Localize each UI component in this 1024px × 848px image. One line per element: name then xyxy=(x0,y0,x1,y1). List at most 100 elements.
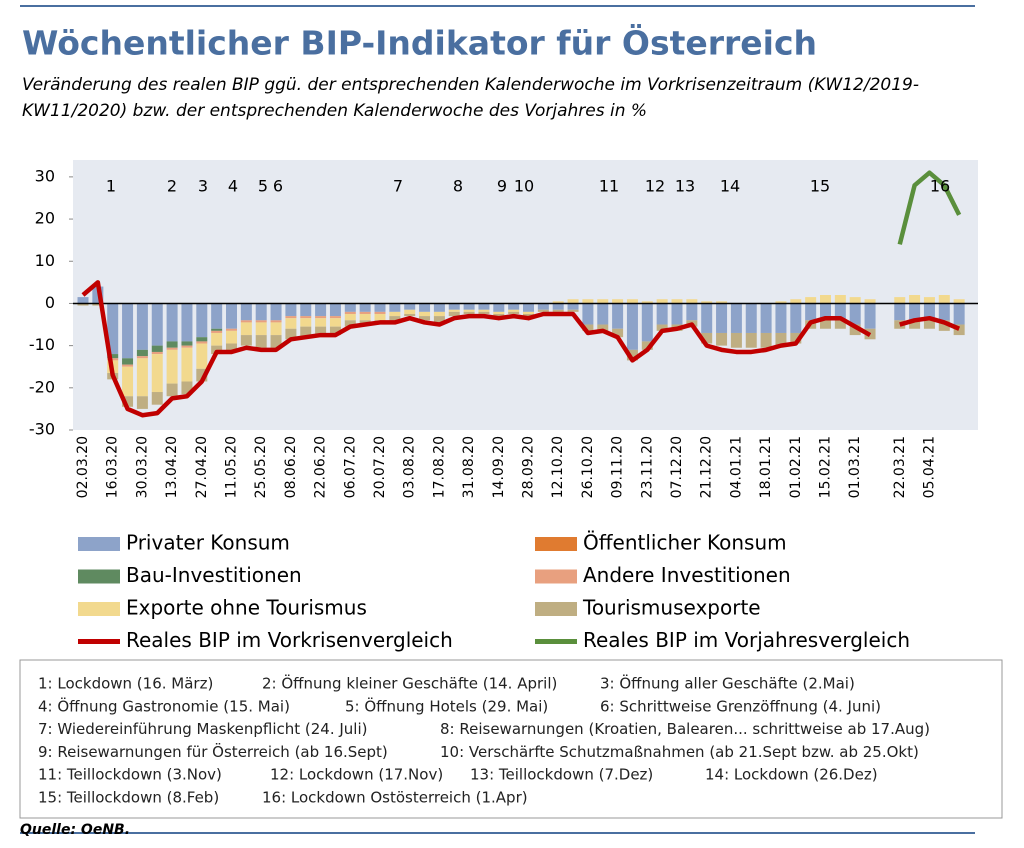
bar-segment xyxy=(849,303,861,325)
bar-segment xyxy=(671,299,683,304)
event-number: 2 xyxy=(167,177,177,196)
legend-label: Reales BIP im Vorjahresvergleich xyxy=(583,628,910,652)
event-number: 4 xyxy=(228,177,238,196)
bar-segment xyxy=(122,396,134,407)
x-tick-label: 12.10.20 xyxy=(550,436,566,498)
legend-swatch xyxy=(78,537,120,551)
bar-segment xyxy=(196,337,208,342)
subtitle: KW11/2020) bzw. der entsprechenden Kalen… xyxy=(22,101,647,121)
bar-segment xyxy=(107,358,119,361)
bar-segment xyxy=(374,303,386,312)
bar-segment xyxy=(701,332,713,344)
note: 5: Öffnung Hotels (29. Mai) xyxy=(345,696,548,715)
bar-segment xyxy=(820,303,831,321)
x-tick-label: 05.04.21 xyxy=(921,436,937,498)
x-tick-label: 21.12.20 xyxy=(699,436,715,498)
bar-segment xyxy=(834,295,846,304)
x-tick-label: 16.03.20 xyxy=(105,436,121,498)
bar-segment xyxy=(493,313,505,317)
bar-segment xyxy=(196,303,208,338)
bar-segment xyxy=(226,330,237,344)
bar-segment xyxy=(181,347,193,382)
x-tick-label: 04.01.21 xyxy=(728,436,744,498)
bar-segment xyxy=(894,303,906,321)
event-number: 6 xyxy=(273,177,283,196)
x-tick-label: 06.07.20 xyxy=(342,436,358,498)
bar-segment xyxy=(612,303,624,329)
bar-segment xyxy=(389,311,401,317)
bar-segment xyxy=(151,303,163,346)
bar-segment xyxy=(567,309,579,312)
event-number: 3 xyxy=(198,177,208,196)
bar-segment xyxy=(255,320,267,323)
event-number: 10 xyxy=(514,177,534,196)
bar-segment xyxy=(166,349,178,384)
bar-segment xyxy=(226,328,237,331)
bar-segment xyxy=(151,354,163,393)
bar-segment xyxy=(433,316,445,323)
bar-segment xyxy=(493,311,505,314)
bar-segment xyxy=(567,303,579,310)
bar-segment xyxy=(938,303,950,321)
x-tick-label: 17.08.20 xyxy=(431,436,447,498)
bar-segment xyxy=(730,303,742,333)
bar-segment xyxy=(359,311,371,314)
bar-segment xyxy=(834,320,846,329)
legend-swatch xyxy=(78,602,120,616)
note: 6: Schrittweise Grenzöffnung (4. Juni) xyxy=(600,697,881,715)
legend-label: Exporte ohne Tourismus xyxy=(126,596,367,620)
bar-segment xyxy=(166,341,178,348)
bar-segment xyxy=(745,303,757,333)
bar-segment xyxy=(285,316,297,319)
x-tick-label: 28.09.20 xyxy=(521,436,537,498)
bar-segment xyxy=(448,303,460,310)
bar-segment xyxy=(701,301,713,304)
bar-segment xyxy=(716,303,728,333)
line xyxy=(81,280,961,418)
bar-segment xyxy=(790,303,802,333)
bar-segment xyxy=(433,311,445,317)
x-tick-label: 15.02.21 xyxy=(818,436,834,498)
note: 1: Lockdown (16. März) xyxy=(38,675,213,693)
event-number: 11 xyxy=(599,177,619,196)
bar-segment xyxy=(597,303,609,325)
bar-segment xyxy=(790,299,802,304)
event-number: 9 xyxy=(497,177,507,196)
bar-segment xyxy=(523,311,534,314)
bar-segment xyxy=(255,335,267,348)
y-tick-label: 20 xyxy=(35,209,55,228)
note: 12: Lockdown (17.Nov) xyxy=(270,766,443,784)
note: 2: Öffnung kleiner Geschäfte (14. April) xyxy=(262,674,557,693)
x-tick-label: 11.05.20 xyxy=(224,436,240,498)
y-tick-label: 0 xyxy=(45,293,55,312)
bar-segment xyxy=(923,297,935,304)
bar-segment xyxy=(953,324,965,336)
x-tick-label: 26.10.20 xyxy=(580,436,596,498)
source: Quelle: OeNB. xyxy=(20,822,130,838)
bar-segment xyxy=(255,322,267,336)
bar-segment xyxy=(196,368,208,382)
bar-segment xyxy=(938,320,950,331)
x-tick-label: 31.08.20 xyxy=(461,436,477,498)
legend-label: Öffentlicher Konsum xyxy=(583,531,787,555)
y-tick-label: 30 xyxy=(35,166,55,185)
bar-segment xyxy=(136,303,148,350)
bar-segment xyxy=(508,309,520,312)
bar-segment xyxy=(329,318,341,327)
bar-segment xyxy=(151,345,163,352)
notes-box xyxy=(19,659,1003,819)
event-number: 12 xyxy=(645,177,665,196)
y-tick-label: -20 xyxy=(29,377,55,396)
bar-segment xyxy=(537,309,549,312)
bar-segment xyxy=(463,309,475,312)
bar-segment xyxy=(300,318,312,327)
bar-segment xyxy=(493,303,505,312)
legend-label: Bau-Investitionen xyxy=(126,563,302,587)
bar-segment xyxy=(166,383,178,397)
bar-segment xyxy=(122,358,134,365)
bar-segment xyxy=(923,320,935,329)
bar-segment xyxy=(107,354,119,359)
bar-segment xyxy=(938,295,950,304)
bar-segment xyxy=(419,303,431,312)
bar-segment xyxy=(582,324,594,331)
